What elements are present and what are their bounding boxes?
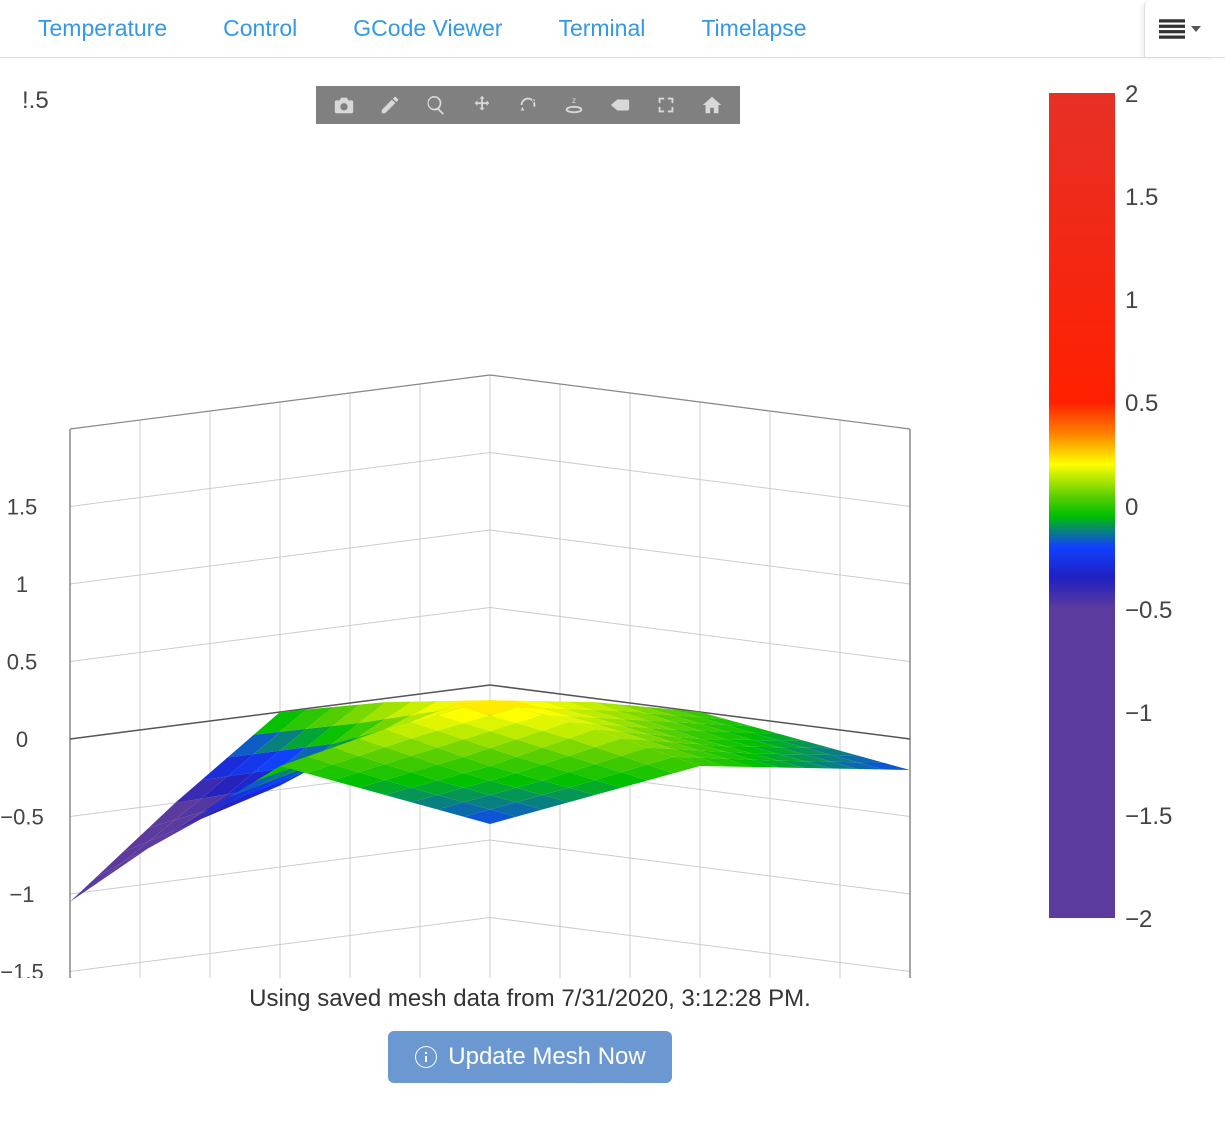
update-mesh-button[interactable]: Update Mesh Now xyxy=(388,1031,671,1083)
tab-terminal[interactable]: Terminal xyxy=(530,3,673,54)
svg-text:1: 1 xyxy=(16,572,28,597)
zoom-button[interactable] xyxy=(414,86,458,124)
tab-gcode-viewer[interactable]: GCode Viewer xyxy=(325,3,530,54)
fullscreen-button[interactable] xyxy=(644,86,688,124)
snapshot-button[interactable] xyxy=(322,86,366,124)
zoom-icon xyxy=(425,94,447,116)
bed-mesh-panel: !.5−1.5−1−0.500.511.50501001502002503000… xyxy=(0,58,1225,998)
pan-icon xyxy=(471,94,493,116)
svg-text:!.5: !.5 xyxy=(22,87,49,114)
turntable-button[interactable]: z xyxy=(552,86,596,124)
camera-icon xyxy=(333,94,355,116)
mesh-3d-plot[interactable]: !.5−1.5−1−0.500.511.50501001502002503000… xyxy=(0,58,960,978)
svg-text:−0.5: −0.5 xyxy=(0,805,43,830)
tab-bar: Temperature Control GCode Viewer Termina… xyxy=(0,0,1225,58)
colorbar-gradient xyxy=(1049,93,1115,918)
expand-icon xyxy=(655,94,677,116)
caret-down-icon xyxy=(1191,26,1201,32)
svg-text:0.5: 0.5 xyxy=(7,650,38,675)
reset-last-button[interactable] xyxy=(598,86,642,124)
info-icon xyxy=(414,1045,438,1069)
turntable-icon: z xyxy=(563,94,585,116)
mesh-status-text: Using saved mesh data from 7/31/2020, 3:… xyxy=(0,985,1060,1013)
colorbar: 21.510.50−0.5−1−1.5−2 xyxy=(1049,93,1115,918)
svg-text:z: z xyxy=(572,96,576,105)
edit-button[interactable] xyxy=(368,86,412,124)
orbit-button[interactable] xyxy=(506,86,550,124)
svg-text:1.5: 1.5 xyxy=(7,495,38,520)
svg-text:−1.5: −1.5 xyxy=(0,960,43,979)
tab-temperature[interactable]: Temperature xyxy=(10,3,195,54)
overflow-menu-button[interactable] xyxy=(1144,0,1215,57)
tab-timelapse[interactable]: Timelapse xyxy=(673,3,834,54)
svg-text:0: 0 xyxy=(16,727,28,752)
footer: Using saved mesh data from 7/31/2020, 3:… xyxy=(0,985,1060,1083)
pencil-icon xyxy=(379,94,401,116)
home-button[interactable] xyxy=(690,86,734,124)
tag-icon xyxy=(609,94,631,116)
update-mesh-label: Update Mesh Now xyxy=(448,1043,645,1071)
hamburger-icon xyxy=(1159,19,1185,39)
colorbar-ticks: 21.510.50−0.5−1−1.5−2 xyxy=(1125,83,1195,928)
plot-modebar: z xyxy=(316,86,740,124)
pan-button[interactable] xyxy=(460,86,504,124)
home-icon xyxy=(701,94,723,116)
tab-control[interactable]: Control xyxy=(195,3,325,54)
svg-text:−1: −1 xyxy=(9,882,34,907)
orbit-icon xyxy=(517,94,539,116)
plot-svg: !.5−1.5−1−0.500.511.50501001502002503000… xyxy=(0,58,960,978)
